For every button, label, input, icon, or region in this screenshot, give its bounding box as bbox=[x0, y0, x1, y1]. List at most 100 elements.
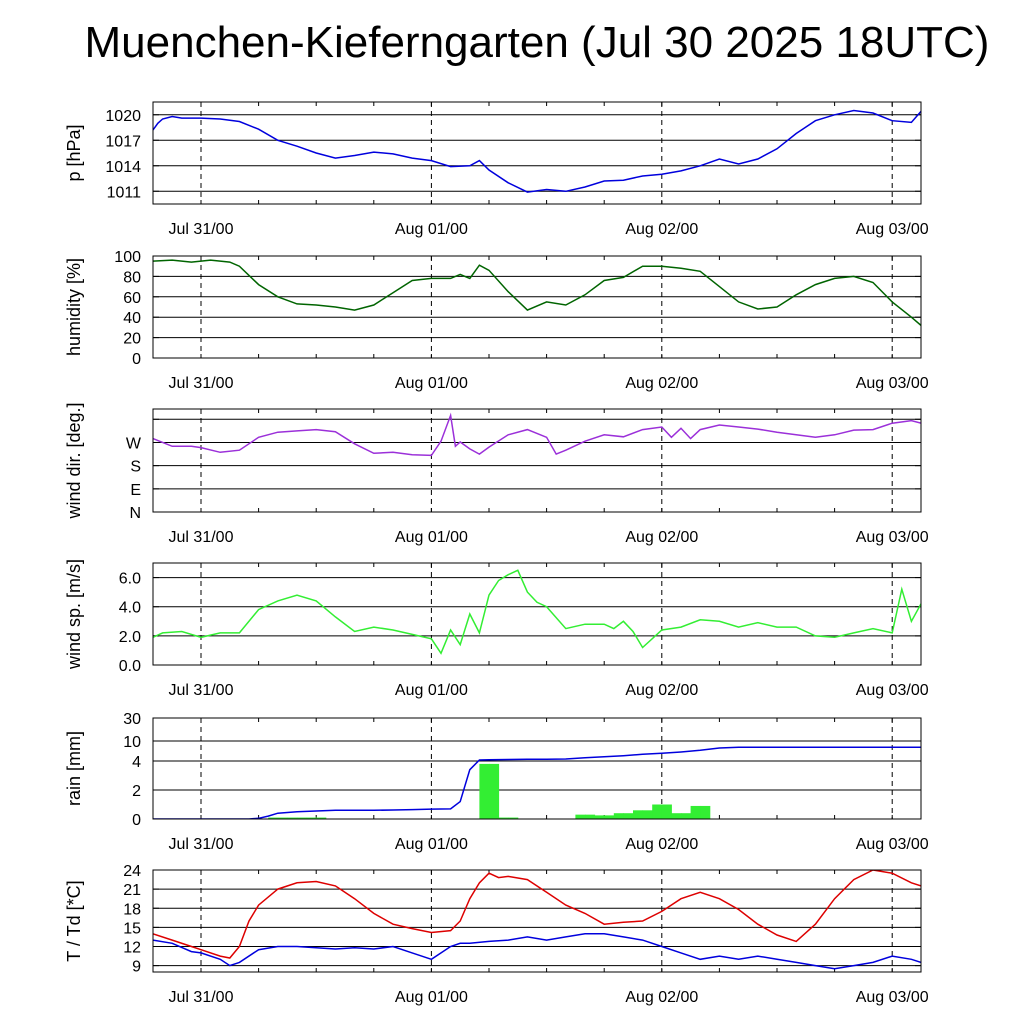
pressure-series-line bbox=[153, 109, 921, 193]
rain-bar bbox=[633, 810, 644, 819]
wind_speed-panel: 0.0 2.0 4.0 6.0 wind sp. [m/s] Jul 31/00 Aug 0… bbox=[64, 559, 929, 699]
wind_dir-xtick-label: Aug 01/00 bbox=[395, 529, 468, 546]
rain-ytick-label: 30 bbox=[123, 711, 141, 728]
wind_speed-xtick-label: Aug 01/00 bbox=[395, 682, 468, 699]
temperature-xtick-label: Aug 01/00 bbox=[395, 989, 468, 1006]
wind_speed-ytick-label: 4.0 bbox=[119, 600, 141, 617]
wind_dir-xtick-label: Jul 31/00 bbox=[169, 529, 234, 546]
wind_speed-ytick-label: 2.0 bbox=[119, 629, 141, 646]
humidity-xtick-label: Aug 03/00 bbox=[856, 375, 929, 392]
rain-ylabel: rain [mm] bbox=[64, 731, 84, 806]
humidity-ytick-label: 40 bbox=[123, 310, 141, 327]
wind_speed-xtick-label: Jul 31/00 bbox=[169, 682, 234, 699]
pressure-ytick-label: 1014 bbox=[105, 159, 141, 176]
wind_speed-xtick-label: Aug 02/00 bbox=[625, 682, 698, 699]
temperature-series-line-t bbox=[153, 870, 921, 959]
rain-bar bbox=[690, 805, 701, 819]
temperature-ytick-label: 18 bbox=[123, 901, 141, 918]
pressure-ytick-label: 1011 bbox=[107, 184, 142, 201]
rain-bar bbox=[306, 817, 317, 819]
wind_dir-ytick-label: E bbox=[130, 482, 141, 499]
humidity-series-line bbox=[153, 259, 921, 326]
pressure-frame bbox=[152, 101, 922, 205]
temperature-xtick-label: Aug 03/00 bbox=[856, 989, 929, 1006]
temperature-xtick-label: Aug 02/00 bbox=[625, 989, 698, 1006]
temperature-ylabel: T / Td [*C] bbox=[64, 880, 84, 961]
wind_speed-xtick-label: Aug 03/00 bbox=[856, 682, 929, 699]
humidity-xtick-label: Aug 01/00 bbox=[395, 375, 468, 392]
rain-bar bbox=[508, 817, 519, 819]
humidity-ytick-label: 0 bbox=[132, 351, 141, 368]
humidity-ytick-label: 60 bbox=[123, 290, 141, 307]
rain-bar bbox=[700, 805, 711, 819]
rain-frame bbox=[152, 717, 922, 820]
rain-bar bbox=[268, 817, 279, 819]
rain-bar bbox=[681, 813, 692, 819]
temperature-ytick-label: 21 bbox=[123, 882, 141, 899]
rain-ytick-label: 4 bbox=[132, 754, 141, 771]
rain-series-line-cumulative bbox=[153, 746, 921, 819]
wind_dir-ytick-label: S bbox=[130, 459, 141, 476]
wind_speed-frame bbox=[152, 562, 922, 666]
temperature-frame bbox=[152, 869, 922, 973]
page-title: Muenchen-Kieferngarten (Jul 30 2025 18UT… bbox=[84, 18, 990, 67]
humidity-ytick-label: 100 bbox=[114, 249, 141, 266]
rain-bar bbox=[642, 810, 653, 819]
rain-bar bbox=[661, 804, 672, 819]
rain-bar bbox=[585, 814, 596, 819]
rain-bar bbox=[652, 804, 663, 819]
rain-bar bbox=[277, 817, 288, 819]
temperature-xtick-label: Jul 31/00 bbox=[169, 989, 234, 1006]
rain-bar bbox=[498, 817, 509, 819]
wind_dir-ylabel: wind dir. [deg.] bbox=[64, 402, 84, 519]
rain-xtick-label: Aug 03/00 bbox=[856, 836, 929, 853]
pressure-xtick-label: Jul 31/00 bbox=[169, 221, 234, 238]
temperature-ytick-label: 12 bbox=[123, 940, 141, 957]
rain-xtick-label: Jul 31/00 bbox=[169, 836, 234, 853]
rain-bar bbox=[287, 817, 298, 819]
rain-panel: 0 2 4 10 30 rain [mm] Jul 31/00 Aug 01/00 Aug 02… bbox=[64, 711, 929, 853]
pressure-ytick-label: 1017 bbox=[105, 133, 141, 150]
humidity-frame bbox=[152, 255, 922, 359]
pressure-xtick-label: Aug 01/00 bbox=[395, 221, 468, 238]
rain-bar bbox=[489, 763, 500, 819]
rain-bar bbox=[623, 813, 634, 819]
humidity-ytick-label: 80 bbox=[123, 269, 141, 286]
rain-bar bbox=[613, 813, 624, 819]
wind_dir-frame bbox=[152, 408, 922, 513]
rain-xtick-label: Aug 01/00 bbox=[395, 836, 468, 853]
rain-ytick-label: 0 bbox=[132, 812, 141, 829]
temperature-panel: 9 12 15 18 21 24 T / Td [*C] Jul 31/00 Aug 01/00… bbox=[64, 863, 929, 1006]
pressure-ytick-label: 1020 bbox=[105, 108, 141, 125]
pressure-ylabel: p [hPa] bbox=[64, 124, 84, 181]
pressure-xtick-label: Aug 03/00 bbox=[856, 221, 929, 238]
temperature-ytick-label: 9 bbox=[132, 959, 141, 976]
wind_speed-ylabel: wind sp. [m/s] bbox=[64, 559, 84, 670]
temperature-ytick-label: 24 bbox=[123, 863, 141, 880]
temperature-ytick-label: 15 bbox=[123, 920, 141, 937]
rain-bar bbox=[604, 815, 615, 819]
wind_speed-ytick-label: 6.0 bbox=[119, 571, 141, 588]
wind_speed-ytick-label: 0.0 bbox=[119, 658, 141, 675]
wind_dir-ytick-label: N bbox=[129, 505, 141, 522]
wind_dir-ytick-label: W bbox=[126, 435, 142, 452]
rain-ytick-label: 2 bbox=[132, 783, 141, 800]
rain-ytick-label: 10 bbox=[123, 734, 141, 751]
humidity-xtick-label: Jul 31/00 bbox=[169, 375, 234, 392]
pressure-panel: 1011 1014 1017 1020 p [hPa] Jul 31/00 Aug 01/0… bbox=[64, 101, 929, 238]
rain-bar bbox=[479, 763, 490, 819]
rain-xtick-label: Aug 02/00 bbox=[625, 836, 698, 853]
rain-bar bbox=[575, 814, 586, 819]
humidity-ytick-label: 20 bbox=[123, 331, 141, 348]
wind_speed-series-line bbox=[153, 569, 921, 655]
rain-bar bbox=[671, 813, 682, 819]
pressure-xtick-label: Aug 02/00 bbox=[625, 221, 698, 238]
humidity-panel: 0 20 40 60 80 100 humidity [%] Jul 31/00 Aug 01/… bbox=[64, 249, 929, 392]
wind_dir-xtick-label: Aug 02/00 bbox=[625, 529, 698, 546]
humidity-ylabel: humidity [%] bbox=[64, 258, 84, 356]
temperature-series-line-td bbox=[153, 933, 921, 970]
wind_dir-series-line bbox=[153, 412, 921, 457]
wind_dir-xtick-label: Aug 03/00 bbox=[856, 529, 929, 546]
